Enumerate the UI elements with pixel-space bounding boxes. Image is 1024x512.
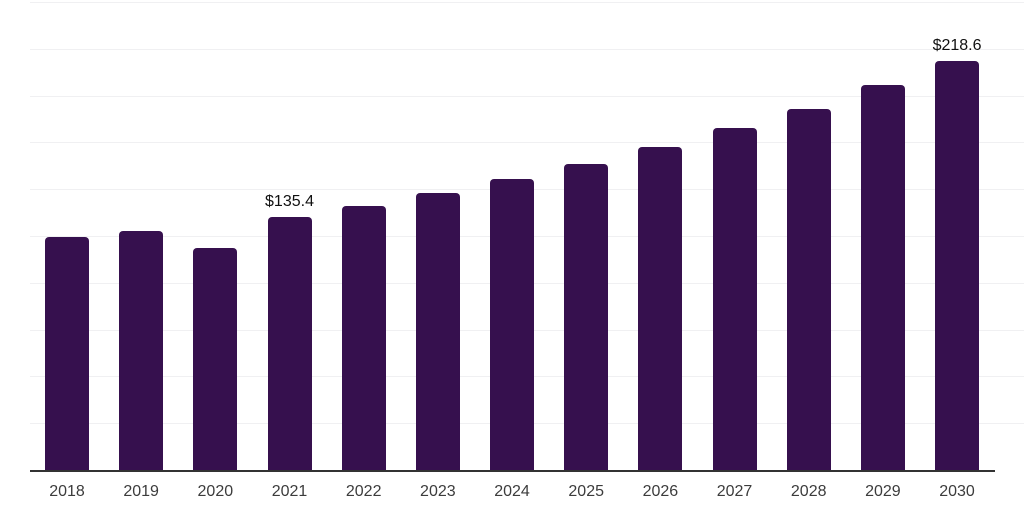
x-axis-labels: 2018 2019 2020 2021 2022 2023 2024 2025 2026 2027… <box>30 484 995 504</box>
gridline-175 <box>30 142 1024 144</box>
x-axis-line <box>30 470 995 472</box>
x-tick-2018: 2018 <box>49 483 85 500</box>
bar-2018 <box>45 236 89 470</box>
gridline-200 <box>30 95 1024 97</box>
x-tick-2027: 2027 <box>716 483 753 500</box>
x-tick-2021: 2021 <box>271 483 308 500</box>
bar-2026 <box>638 147 683 470</box>
bar-2023 <box>415 192 460 470</box>
x-tick-2019: 2019 <box>123 483 159 500</box>
x-tick-2028: 2028 <box>790 483 827 500</box>
x-tick-2023: 2023 <box>420 483 456 500</box>
x-tick-2029: 2029 <box>865 483 901 500</box>
bar-2025 <box>564 164 609 470</box>
x-tick-2030: 2030 <box>939 483 975 500</box>
data-label-2030: $218.6 <box>932 36 982 54</box>
x-tick-2025: 2025 <box>568 483 604 500</box>
bar-2027 <box>712 128 757 470</box>
x-tick-2024: 2024 <box>494 483 530 500</box>
bar-2024 <box>490 179 535 470</box>
x-tick-2020: 2020 <box>197 483 234 500</box>
gridline-250 <box>30 2 1024 3</box>
plot-area: $135.4 $218.6 <box>30 2 995 470</box>
bar-2028 <box>786 108 831 470</box>
bar-2019 <box>119 230 164 470</box>
x-tick-2022: 2022 <box>345 483 382 500</box>
gridline-225 <box>30 48 1024 50</box>
bar-2022 <box>341 205 386 470</box>
bar-2020 <box>193 247 238 470</box>
bar-2029 <box>860 85 905 470</box>
x-tick-2026: 2026 <box>642 483 679 500</box>
data-label-2021: $135.4 <box>265 192 314 210</box>
bar-2021 <box>267 216 312 470</box>
bar-2030 <box>935 60 980 470</box>
